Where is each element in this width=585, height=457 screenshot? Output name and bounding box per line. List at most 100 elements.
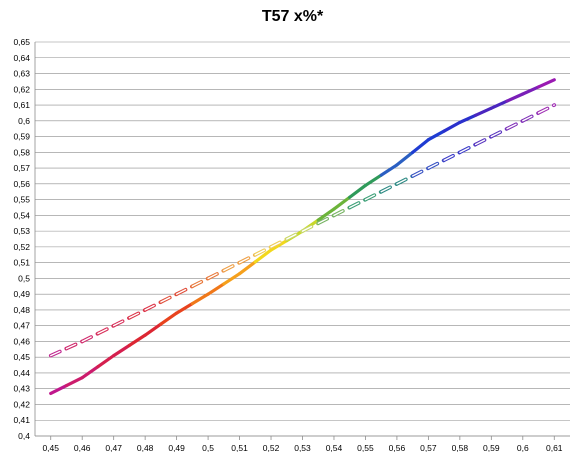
series-solid-segment [159, 311, 179, 326]
series-dashed-core [270, 238, 288, 248]
series-dashed-core [175, 285, 194, 295]
series-dashed-core [207, 269, 225, 280]
series-solid-segment [473, 106, 493, 117]
series-solid-segment [206, 282, 226, 296]
series-dashed-core [97, 324, 115, 335]
x-tick-label: 0,56 [389, 443, 406, 453]
series-dashed-core [128, 309, 146, 319]
y-tick-label: 0,41 [13, 415, 30, 425]
series-dashed-core [160, 293, 178, 303]
series-solid-segment [96, 354, 116, 369]
series-dashed-core [537, 104, 555, 114]
x-tick-label: 0,55 [357, 443, 374, 453]
y-tick-label: 0,42 [13, 399, 30, 409]
y-tick-label: 0,48 [13, 305, 30, 315]
x-tick-label: 0,61 [546, 443, 563, 453]
series-solid-segment [64, 376, 84, 388]
series-solid-segment [190, 292, 210, 306]
series-solid-segment [316, 207, 336, 222]
series-solid-segment [442, 120, 462, 133]
y-tick-label: 0,57 [13, 163, 30, 173]
series-solid-segment [489, 99, 509, 110]
series-solid-segment [175, 302, 194, 315]
x-tick-label: 0,53 [294, 443, 311, 453]
y-tick-label: 0,58 [13, 147, 30, 157]
series-dashed-core [50, 347, 68, 357]
y-tick-label: 0,65 [13, 37, 30, 47]
series-solid-segment [379, 163, 399, 177]
x-tick-label: 0,57 [420, 443, 437, 453]
series-dashed-core [301, 222, 319, 232]
series-solid-segment [411, 138, 430, 154]
series-solid-segment [269, 238, 289, 252]
y-tick-label: 0,4 [18, 431, 30, 441]
x-tick-label: 0,52 [263, 443, 280, 453]
y-tick-label: 0,45 [13, 352, 30, 362]
chart-title: T57 x%* [261, 8, 324, 25]
series-solid-segment [80, 365, 100, 380]
series-solid-segment [458, 113, 478, 124]
x-tick-label: 0,59 [483, 443, 500, 453]
x-tick-label: 0,51 [231, 443, 248, 453]
x-tick-label: 0,47 [105, 443, 122, 453]
y-tick-label: 0,61 [13, 100, 30, 110]
series-dashed-core [522, 112, 540, 122]
x-tick-label: 0,46 [74, 443, 91, 453]
series-solid-segment [505, 92, 525, 103]
series-dashed-core [254, 246, 272, 256]
series-dashed-core [380, 183, 398, 193]
x-tick-label: 0,58 [452, 443, 469, 453]
series-dashed-core [364, 191, 382, 201]
series-solid-segment [237, 260, 257, 276]
series-solid-segment [348, 183, 368, 199]
series-solid-segment [395, 150, 415, 167]
x-tick-label: 0,49 [168, 443, 185, 453]
series-dashed-core [317, 214, 335, 224]
series-dashed-core [65, 340, 83, 350]
y-tick-label: 0,55 [13, 195, 30, 205]
series-dashed-core [443, 151, 461, 161]
y-tick-label: 0,44 [13, 368, 30, 378]
series-dashed-core [286, 230, 304, 240]
series-dashed-core [396, 175, 414, 185]
series-dashed-core [349, 198, 367, 209]
y-tick-label: 0,62 [13, 84, 30, 94]
y-tick-label: 0,51 [13, 258, 30, 268]
series-solid-segment [426, 129, 446, 142]
y-tick-label: 0,63 [13, 69, 30, 79]
series-dashed-core [474, 135, 493, 146]
series-dashed-core [112, 317, 131, 327]
y-tick-label: 0,6 [18, 116, 30, 126]
series-solid-segment [332, 195, 352, 211]
y-tick-label: 0,59 [13, 132, 30, 142]
series-dashed-core [427, 159, 445, 169]
y-tick-label: 0,43 [13, 384, 30, 394]
y-tick-label: 0,54 [13, 210, 30, 220]
series-solid-segment [112, 343, 132, 358]
series-solid-segment [127, 333, 147, 347]
series-dashed-core [333, 206, 351, 217]
series-dashed-core [238, 254, 256, 264]
series-dashed-core [411, 167, 430, 177]
y-tick-label: 0,49 [13, 289, 30, 299]
y-tick-label: 0,56 [13, 179, 30, 189]
x-tick-label: 0,54 [326, 443, 343, 453]
y-tick-label: 0,52 [13, 242, 30, 252]
y-tick-label: 0,64 [13, 53, 30, 63]
series-solid-segment [49, 383, 69, 396]
series-dashed-core [81, 332, 99, 343]
x-tick-label: 0,6 [517, 443, 529, 453]
series-solid-segment [536, 78, 556, 89]
series-dashed-core [459, 143, 477, 154]
series-solid-segment [253, 248, 273, 264]
x-tick-label: 0,48 [137, 443, 154, 453]
series-dashed-core [144, 301, 162, 311]
y-tick-label: 0,5 [18, 273, 30, 283]
y-tick-label: 0,46 [13, 336, 30, 346]
series-dashed-core [506, 120, 524, 130]
series-solid-segment [222, 272, 242, 286]
x-tick-label: 0,45 [42, 443, 59, 453]
series-dashed-core [223, 261, 241, 272]
